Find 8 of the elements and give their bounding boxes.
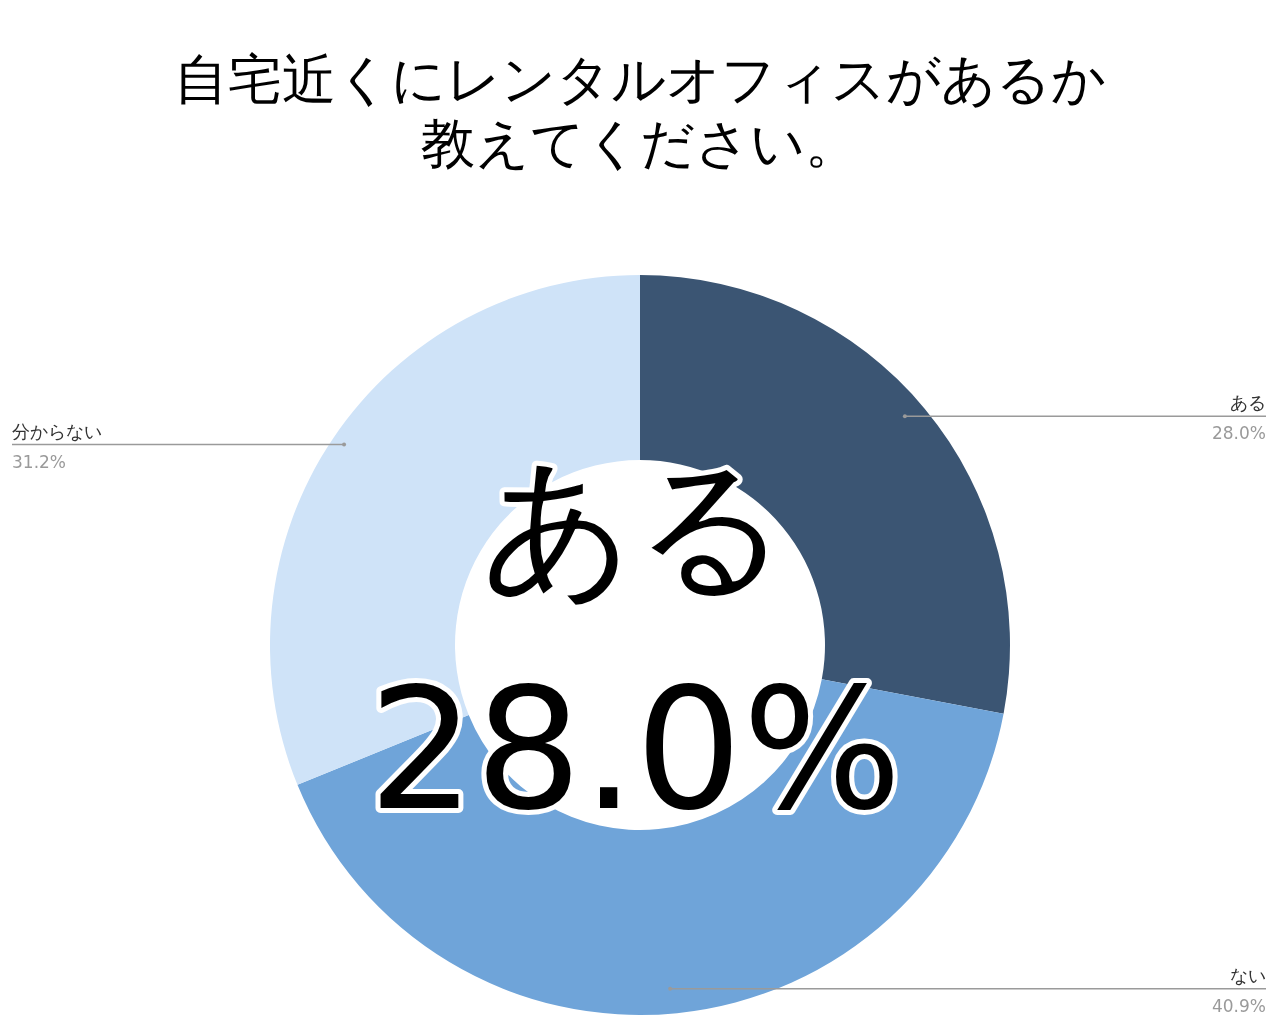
data-label: 28.0% [1211, 423, 1266, 444]
data-label: 31.2% [12, 451, 67, 472]
chart-title: 自宅近くにレンタルオフィスがあるか教えてください。 [173, 48, 1107, 176]
text: ある [481, 439, 789, 613]
slice-label: ない [1230, 964, 1266, 986]
data-label: 40.9% [1211, 995, 1266, 1016]
slice-label: 分からない [12, 420, 102, 442]
slice-label: ある [1230, 392, 1266, 414]
